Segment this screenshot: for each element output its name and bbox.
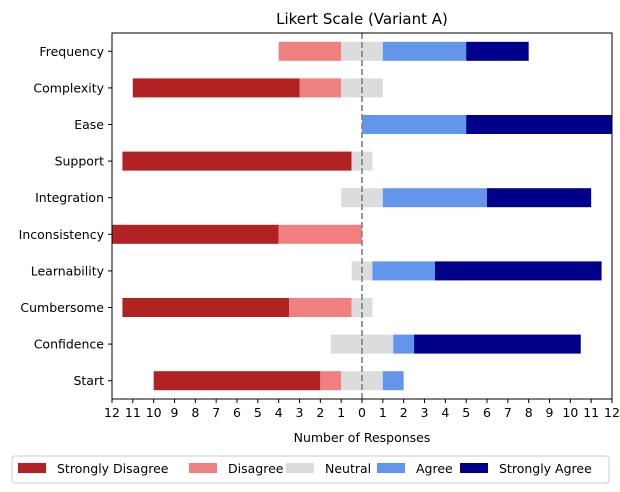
y-axis: Frequency Complexity Ease Support Integratio…	[19, 44, 112, 388]
bar-frequency-agree	[382, 41, 467, 61]
x-tick-label: 1	[337, 405, 345, 420]
x-axis-label: Number of Responses	[294, 430, 431, 445]
x-tick-label: 4	[441, 405, 449, 420]
bar-integration-strongly-agree	[487, 188, 592, 208]
x-tick-label: 9	[171, 405, 179, 420]
y-tick-label: Frequency	[39, 44, 104, 59]
bar-cumbersome-disagree	[289, 298, 352, 317]
y-tick-label: Complexity	[33, 80, 104, 95]
y-tick-label: Integration	[35, 190, 104, 205]
bar-complexity-strongly-disagree	[132, 78, 300, 98]
bar-confidence-strongly-agree	[414, 334, 581, 354]
legend: Strongly Disagree Disagree Neutral Agree Str…	[11, 455, 610, 484]
x-tick-label: 3	[296, 405, 304, 420]
x-tick-label: 2	[400, 405, 408, 420]
legend-label-disagree: Disagree	[228, 461, 284, 476]
bar-ease-strongly-agree	[466, 115, 612, 134]
y-tick-label: Start	[73, 373, 104, 388]
bar-frequency-strongly-agree	[466, 41, 529, 61]
legend-swatch-strongly-agree	[460, 463, 488, 473]
bar-inconsistency-disagree	[278, 224, 362, 244]
bar-confidence-agree	[393, 334, 415, 354]
bar-learnability-strongly-agree	[434, 261, 602, 281]
bar-complexity-disagree	[299, 78, 342, 98]
y-tick-label: Learnability	[31, 263, 105, 278]
x-tick-label: 5	[462, 405, 470, 420]
x-tick-label: 7	[504, 405, 512, 420]
y-tick-label: Support	[55, 154, 105, 169]
legend-label-neutral: Neutral	[325, 461, 371, 476]
bar-inconsistency-strongly-disagree	[112, 224, 279, 244]
x-tick-label: 4	[275, 405, 283, 420]
legend-swatch-neutral	[286, 463, 314, 473]
bar-start-disagree	[320, 371, 342, 391]
bars-layer	[112, 41, 612, 391]
legend-label-agree: Agree	[416, 461, 453, 476]
legend-swatch-agree	[377, 463, 405, 473]
x-tick-label: 8	[525, 405, 533, 420]
x-tick-label: 1	[379, 405, 387, 420]
x-tick-label: 7	[212, 405, 220, 420]
legend-swatch-disagree	[189, 463, 217, 473]
x-tick-label: 8	[191, 405, 199, 420]
bar-learnability-agree	[372, 261, 435, 281]
x-tick-label: 2	[316, 405, 324, 420]
x-tick-label: 6	[483, 405, 491, 420]
bar-start-strongly-disagree	[153, 371, 321, 391]
bar-cumbersome-strongly-disagree	[122, 298, 290, 317]
x-tick-label: 10	[146, 405, 162, 420]
x-tick-label: 3	[421, 405, 429, 420]
y-tick-label: Inconsistency	[19, 227, 105, 242]
bar-integration-agree	[382, 188, 487, 208]
y-tick-label: Confidence	[34, 337, 105, 352]
x-axis: 12 11 10 9 8 7 6 5 4 3 2 1 0 1 2 3 4 5 6 7 8 9 10 11 12	[104, 399, 620, 420]
bar-ease-agree	[362, 115, 467, 134]
bar-start-agree	[382, 371, 404, 391]
x-tick-label: 0	[358, 405, 366, 420]
x-tick-label: 12	[104, 405, 120, 420]
y-tick-label: Cumbersome	[20, 300, 104, 315]
x-tick-label: 6	[233, 405, 241, 420]
x-tick-label: 11	[583, 405, 599, 420]
x-tick-label: 10	[562, 405, 578, 420]
legend-label-strongly-agree: Strongly Agree	[499, 461, 592, 476]
bar-support-strongly-disagree	[122, 151, 352, 171]
x-tick-label: 5	[254, 405, 262, 420]
x-tick-label: 9	[546, 405, 554, 420]
bar-frequency-disagree	[278, 41, 342, 61]
x-tick-label: 12	[604, 405, 620, 420]
x-tick-label: 11	[125, 405, 141, 420]
y-tick-label: Ease	[74, 117, 104, 132]
legend-swatch-strongly-disagree	[18, 463, 46, 473]
chart-title: Likert Scale (Variant A)	[276, 10, 448, 28]
legend-label-strongly-disagree: Strongly Disagree	[57, 461, 169, 476]
